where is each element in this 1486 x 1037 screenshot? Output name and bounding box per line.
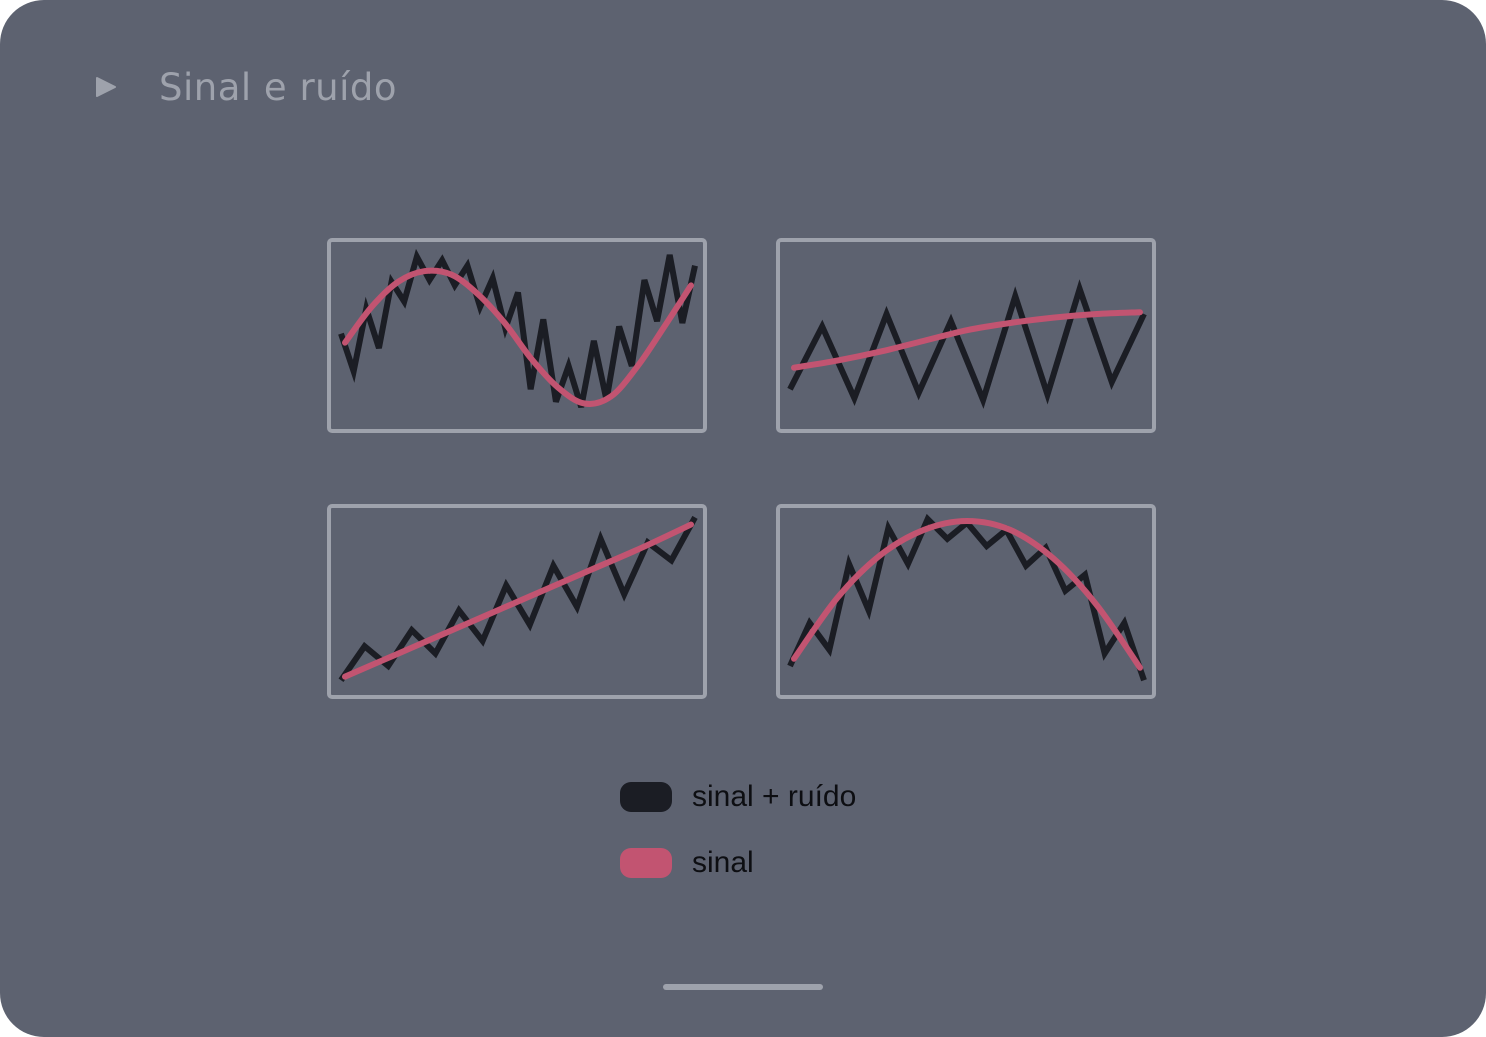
chart-panel-3	[327, 504, 707, 699]
header: Sinal e ruído	[94, 62, 397, 112]
chart-3	[338, 515, 698, 682]
home-indicator[interactable]	[663, 984, 823, 990]
legend-item-noisy: sinal + ruído	[620, 775, 856, 819]
legend-item-signal: sinal	[620, 841, 856, 885]
signal-line-3	[342, 521, 694, 680]
signal-line-1	[342, 267, 694, 407]
noisy-line-2	[787, 279, 1147, 409]
chart-panel-4	[776, 504, 1156, 699]
chart-2	[787, 279, 1147, 409]
chart-4	[787, 513, 1147, 682]
play-icon[interactable]	[94, 75, 118, 99]
legend-label-signal: sinal	[692, 846, 754, 879]
page-title: Sinal e ruído	[159, 65, 398, 109]
legend-label-noisy: sinal + ruído	[692, 780, 857, 813]
chart-panel-2	[776, 238, 1156, 433]
noisy-line-1	[338, 248, 698, 408]
legend-swatch-signal	[620, 848, 672, 878]
chart-1	[338, 248, 698, 408]
legend-swatch-noisy	[620, 782, 672, 812]
noisy-line-3	[338, 515, 698, 682]
signal-line-2	[791, 309, 1143, 371]
chart-panel-1	[327, 238, 707, 433]
legend: sinal + ruído sinal	[620, 775, 856, 907]
signal-line-4	[791, 517, 1143, 671]
